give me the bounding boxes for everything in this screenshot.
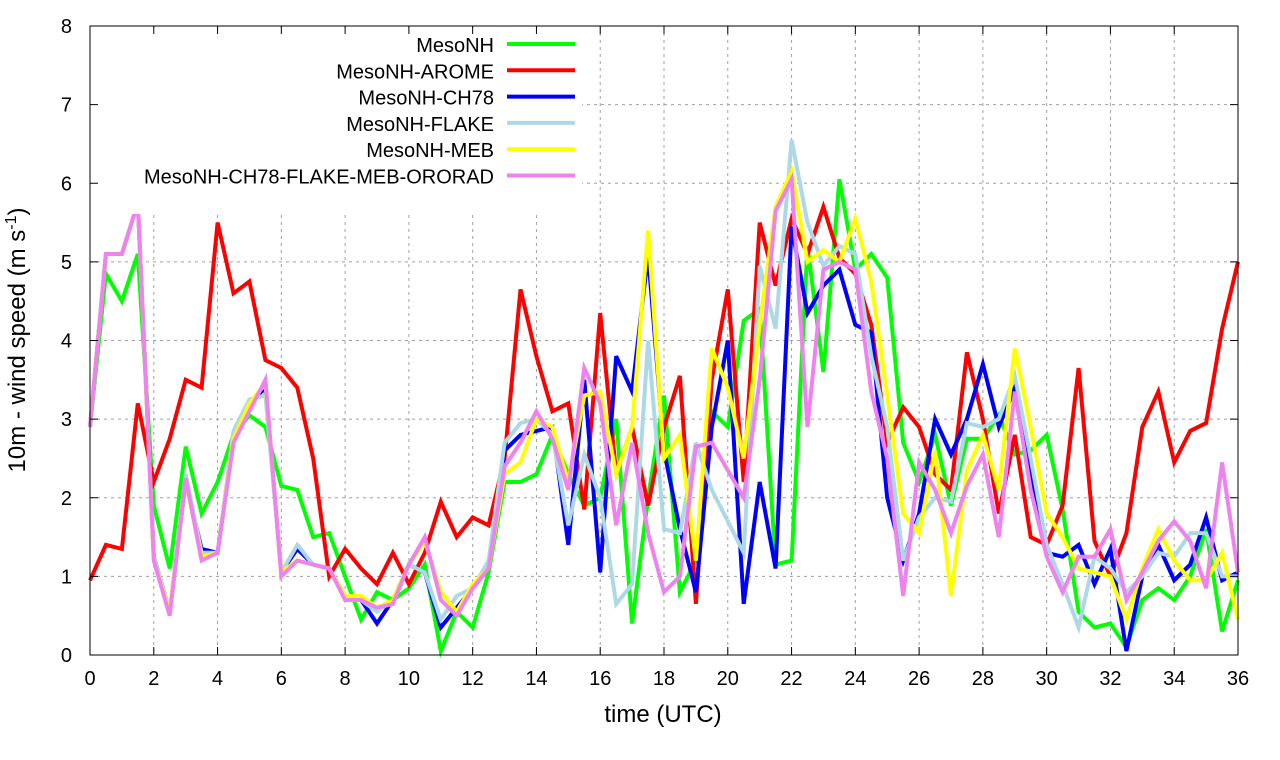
y-axis-label-end: ) bbox=[4, 208, 31, 216]
x-tick-label: 32 bbox=[1099, 668, 1121, 690]
y-tick-label: 4 bbox=[61, 331, 72, 353]
x-tick-label: 36 bbox=[1227, 668, 1249, 690]
x-tick-label: 12 bbox=[462, 668, 484, 690]
y-tick-label: 3 bbox=[61, 409, 72, 431]
x-tick-label: 14 bbox=[525, 668, 547, 690]
x-tick-label: 22 bbox=[780, 668, 802, 690]
legend-label-mesonh-flake: MesoNH-FLAKE bbox=[346, 114, 494, 136]
x-tick-label: 30 bbox=[1036, 668, 1058, 690]
x-tick-label: 26 bbox=[908, 668, 930, 690]
y-axis-label-main: 10m - wind speed (m s bbox=[4, 230, 31, 473]
y-tick-label: 6 bbox=[61, 173, 72, 195]
series-lines bbox=[88, 139, 1240, 659]
legend-label-mesonh-meb: MesoNH-MEB bbox=[366, 140, 494, 162]
legend-label-mesonh-ch78: MesoNH-CH78 bbox=[358, 88, 494, 110]
series-line-mesonh bbox=[88, 178, 1240, 659]
x-tick-label: 20 bbox=[717, 668, 739, 690]
x-tick-label: 18 bbox=[653, 668, 675, 690]
y-tick-label: 5 bbox=[61, 252, 72, 274]
x-tick-label: 34 bbox=[1163, 668, 1185, 690]
x-tick-label: 16 bbox=[589, 668, 611, 690]
y-tick-label: 7 bbox=[61, 95, 72, 117]
y-tick-label: 0 bbox=[61, 645, 72, 667]
legend-background bbox=[72, 28, 582, 214]
x-tick-label: 2 bbox=[148, 668, 159, 690]
x-axis-label: time (UTC) bbox=[604, 701, 721, 728]
y-axis-label-sup: -1 bbox=[3, 215, 20, 229]
x-tick-label: 28 bbox=[972, 668, 994, 690]
legend-label-mesonh-arome: MesoNH-AROME bbox=[336, 61, 494, 83]
series-line-mesonh-ch78-flake-meb-ororad bbox=[88, 171, 1240, 619]
x-tick-label: 24 bbox=[844, 668, 866, 690]
x-tick-label: 6 bbox=[276, 668, 287, 690]
y-tick-label: 8 bbox=[61, 16, 72, 38]
x-tick-label: 4 bbox=[212, 668, 223, 690]
axis-ticks: 0 2 4 6 8 10 12 14 16 18 20 22 24 26 28 30 32 34 360123456… bbox=[61, 16, 1249, 690]
legend-label-mesonh-ch78-flake-meb-ororad: MesoNH-CH78-FLAKE-MEB-ORORAD bbox=[144, 167, 494, 189]
legend: MesoNH MesoNH-AROME MesoNH-CH78 MesoNH-FLAK… bbox=[144, 35, 575, 189]
y-tick-label: 2 bbox=[61, 488, 72, 510]
y-tick-label: 1 bbox=[61, 566, 72, 588]
x-tick-label: 0 bbox=[84, 668, 95, 690]
x-tick-label: 10 bbox=[398, 668, 420, 690]
legend-label-mesonh: MesoNH bbox=[416, 35, 494, 57]
y-axis-label: 10m - wind speed (m s-1) bbox=[3, 208, 31, 473]
x-tick-label: 8 bbox=[340, 668, 351, 690]
